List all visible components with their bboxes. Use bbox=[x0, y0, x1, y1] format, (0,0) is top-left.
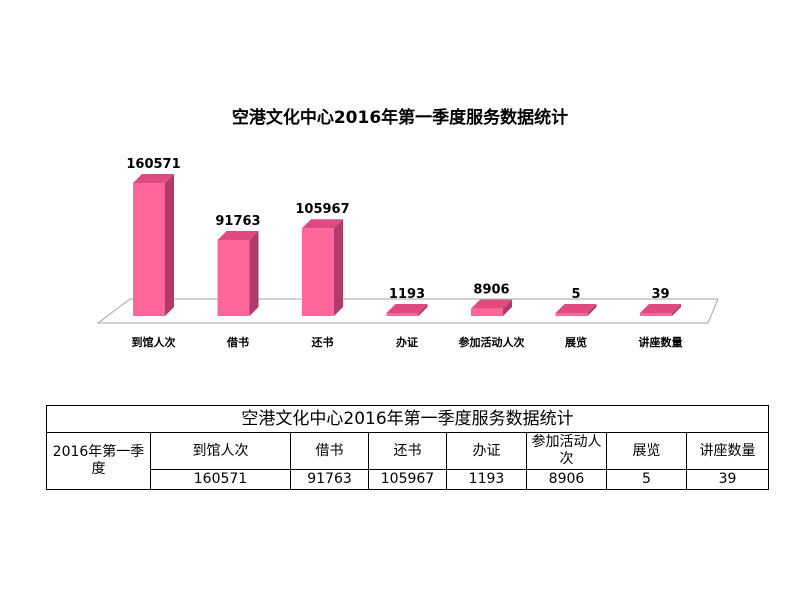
bar-top bbox=[302, 219, 343, 229]
table-value-cell: 91763 bbox=[290, 469, 369, 490]
category-tick-label: 参加活动人次 bbox=[459, 335, 525, 349]
table-value-cell: 105967 bbox=[368, 469, 447, 490]
data-label: 8906 bbox=[473, 283, 509, 298]
chart-title: 空港文化中心2016年第一季度服务数据统计 bbox=[231, 108, 569, 128]
data-label: 39 bbox=[651, 287, 669, 302]
table-header-cell: 还书 bbox=[368, 432, 447, 470]
table-value-cell: 39 bbox=[685, 469, 770, 490]
table-header-cell: 办证 bbox=[446, 432, 527, 470]
table-value-cell: 1193 bbox=[446, 469, 527, 490]
table-value-cell: 160571 bbox=[150, 469, 291, 490]
data-label: 105967 bbox=[295, 202, 349, 217]
bar-side bbox=[165, 174, 174, 316]
category-tick-label: 办证 bbox=[396, 335, 418, 349]
bar-side bbox=[418, 304, 428, 316]
bar-chart: 160571 到馆人次 91763 借书 105967 还书 1193 办证 8906 参加活动人… bbox=[96, 157, 719, 349]
bar bbox=[555, 313, 588, 316]
category-tick-label: 讲座数量 bbox=[639, 335, 683, 349]
bar-top bbox=[386, 304, 428, 313]
bar bbox=[302, 228, 334, 316]
category-tick-label: 展览 bbox=[564, 335, 587, 349]
table-value-cell: 8906 bbox=[526, 469, 607, 490]
table-header-cell: 到馆人次 bbox=[150, 432, 291, 470]
bar-side bbox=[587, 304, 597, 316]
table-header-cell: 展览 bbox=[606, 432, 687, 470]
bar-side bbox=[672, 304, 681, 316]
table-value-cell: 5 bbox=[606, 469, 687, 490]
table-row-label: 2016年第一季度 bbox=[46, 432, 151, 490]
bar-top bbox=[555, 304, 597, 313]
bar bbox=[471, 308, 503, 316]
bar-side bbox=[334, 219, 343, 316]
bar bbox=[640, 313, 672, 316]
data-label: 1193 bbox=[389, 287, 425, 302]
stats-table: 空港文化中心2016年第一季度服务数据统计 2016年第一季度 到馆人次 借书 … bbox=[45, 405, 770, 490]
bar bbox=[386, 313, 419, 316]
bar-top bbox=[471, 299, 512, 309]
bar-top bbox=[640, 304, 681, 313]
data-label: 160571 bbox=[126, 157, 180, 172]
bar-top bbox=[217, 230, 259, 240]
table-header-cell: 参加活动人次 bbox=[526, 432, 607, 470]
data-label: 5 bbox=[571, 287, 580, 302]
category-tick-label: 到馆人次 bbox=[132, 335, 176, 349]
category-tick-label: 还书 bbox=[311, 335, 334, 349]
bar-top bbox=[133, 174, 174, 183]
bar bbox=[133, 183, 165, 316]
bar bbox=[217, 239, 250, 316]
table-header-cell: 借书 bbox=[290, 432, 369, 470]
table-header-cell: 讲座数量 bbox=[685, 432, 770, 470]
bar-side bbox=[503, 299, 512, 316]
data-label: 91763 bbox=[215, 214, 260, 229]
category-tick-label: 借书 bbox=[226, 335, 249, 349]
bar-side bbox=[249, 230, 259, 316]
table-title: 空港文化中心2016年第一季度服务数据统计 bbox=[45, 405, 770, 433]
